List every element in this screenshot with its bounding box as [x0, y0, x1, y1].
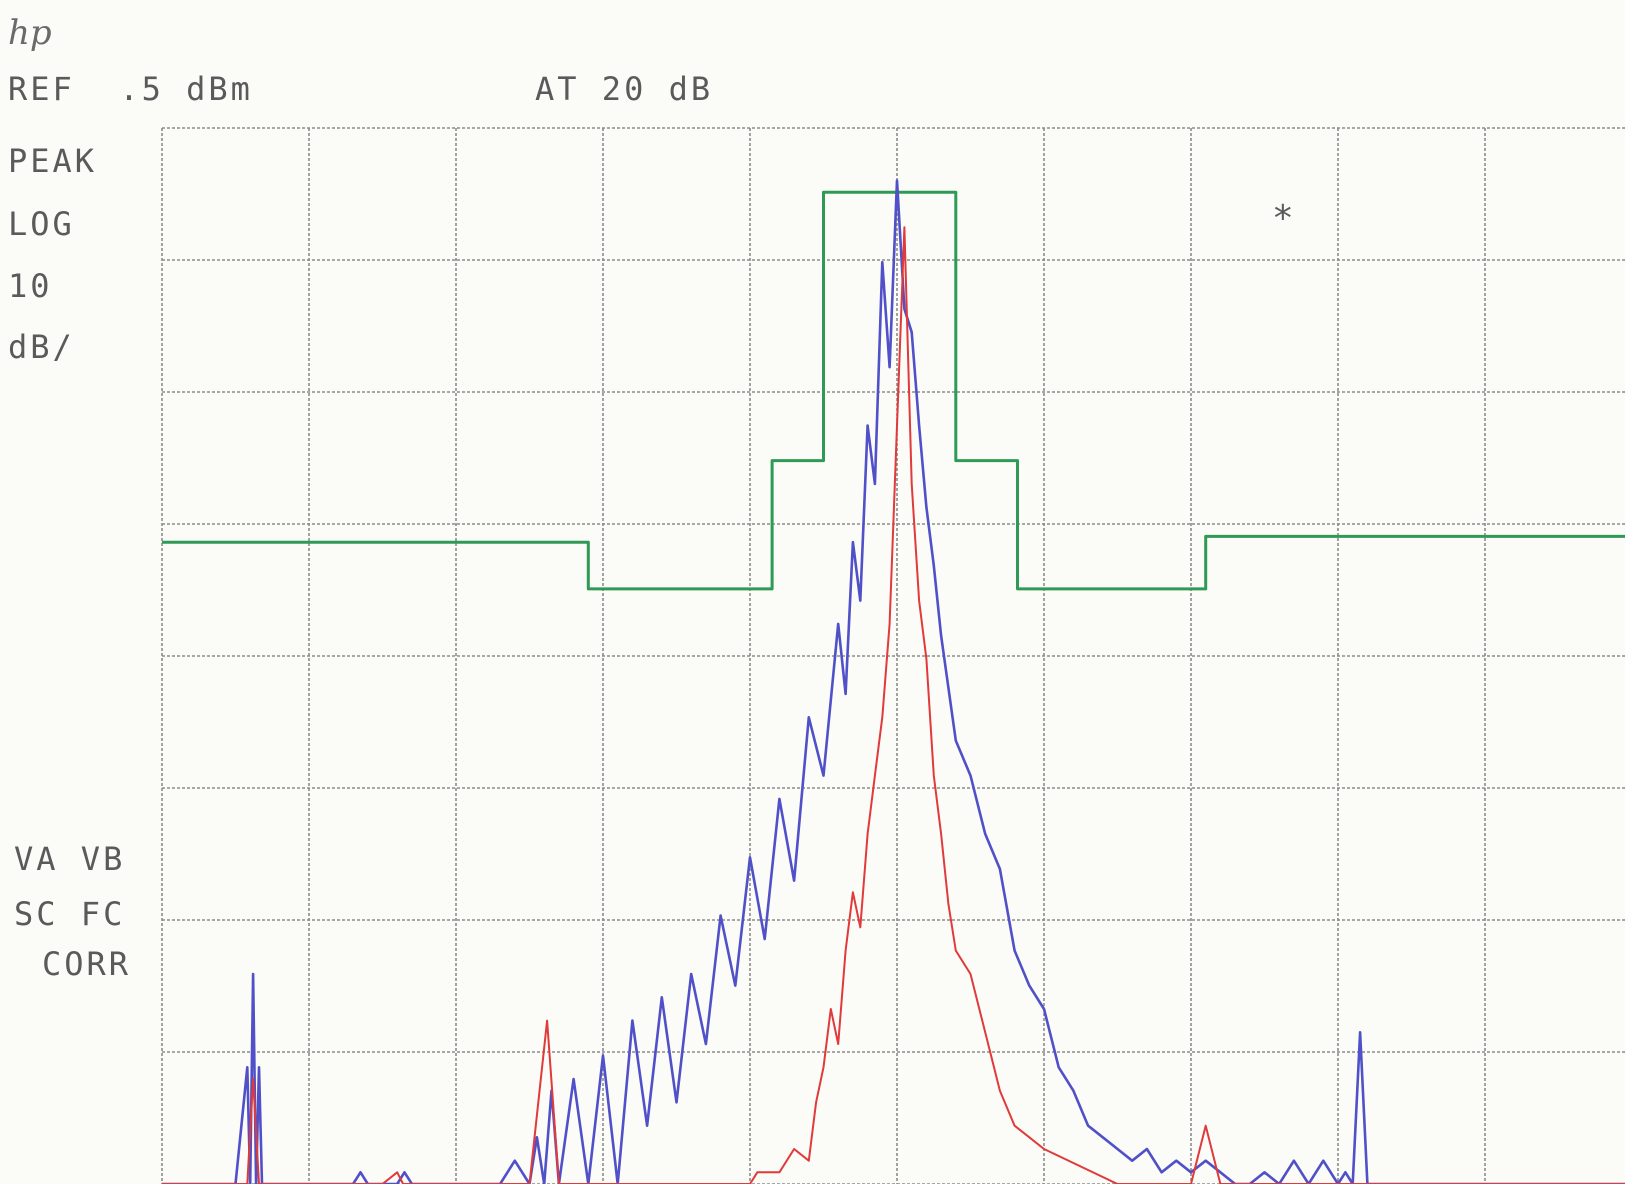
marker-asterisk: * [1272, 198, 1294, 239]
scale-value-label: 10 [8, 267, 53, 305]
trace-peak-hold [162, 179, 1625, 1184]
scale-unit-label: dB/ [8, 328, 75, 366]
plot-area [161, 127, 1625, 1184]
attenuation-label: AT 20 dB [535, 70, 713, 108]
video-average-label: VA VB [14, 840, 125, 878]
scale-coupling-label: SC FC [14, 895, 125, 933]
scale-type-label: LOG [8, 205, 75, 243]
trace-current [162, 226, 1625, 1184]
reference-level-label: REF .5 dBm [8, 70, 253, 108]
trace-limit [162, 190, 1625, 591]
correction-label: CORR [42, 945, 131, 983]
hp-logo: hp [8, 13, 52, 53]
detector-mode-label: PEAK [8, 142, 97, 180]
trace-layer [162, 179, 1625, 1184]
